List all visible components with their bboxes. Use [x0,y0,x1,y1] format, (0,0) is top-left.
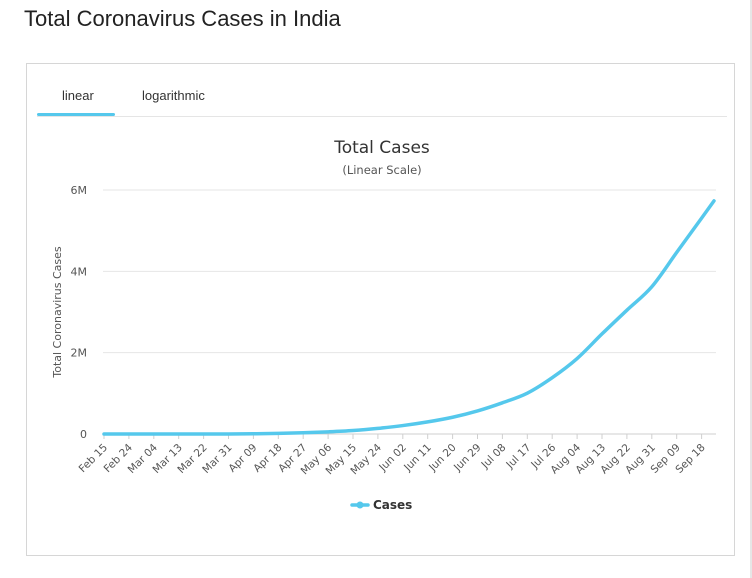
data-point [650,285,653,288]
y-tick-label: 2M [71,347,88,360]
data-point [476,409,479,413]
page-edge-divider [750,0,752,578]
tab-linear[interactable]: linear [62,88,94,103]
y-axis-title: Total Coronavirus Cases [51,246,64,379]
y-axis: 0 2M 4M 6M [71,184,88,441]
page-title: Total Coronavirus Cases in India [24,6,341,31]
data-point [426,420,429,424]
x-tick-label: Jun 20 [426,442,459,475]
active-tab-indicator [37,113,115,116]
data-point [351,429,355,432]
data-point [376,427,380,430]
series-line-cases [102,199,716,436]
scale-tabs: linear logarithmic [37,82,727,117]
legend-series-label[interactable]: Cases [373,498,412,512]
data-point [252,432,255,435]
data-point [501,401,504,404]
x-tick-label: Jul 17 [503,442,533,472]
data-point [451,416,454,419]
data-point [575,357,579,360]
data-point [177,432,180,436]
data-point [127,432,131,436]
data-point [675,251,678,254]
data-point [625,308,629,312]
chart-panel: linear logarithmic [26,63,735,556]
data-point [551,376,554,379]
data-point [401,424,404,427]
chart-title: Total Cases [333,138,430,158]
series-layer [102,199,716,436]
x-tick-label: Jun 02 [376,442,409,475]
legend[interactable]: Cases [350,498,412,512]
y-tick-label: 4M [71,265,88,278]
chart-subtitle: (Linear Scale) [342,163,421,177]
x-tick-label: Jun 11 [401,442,434,475]
data-point [227,432,230,436]
data-point [102,432,106,436]
data-point [202,432,205,436]
y-tick-label: 6M [71,184,88,197]
x-tick-label: Jun 29 [451,442,484,475]
y-tick-label: 0 [80,428,87,441]
x-tick-label: Jul 08 [479,442,509,472]
data-point [600,332,604,336]
data-point [277,432,280,435]
data-point [302,431,305,435]
legend-series-marker [356,501,364,509]
data-point [712,199,716,203]
data-point [152,432,155,436]
data-point [700,216,703,220]
tab-logarithmic[interactable]: logarithmic [142,88,205,103]
data-point [326,430,330,434]
data-point [526,391,529,395]
